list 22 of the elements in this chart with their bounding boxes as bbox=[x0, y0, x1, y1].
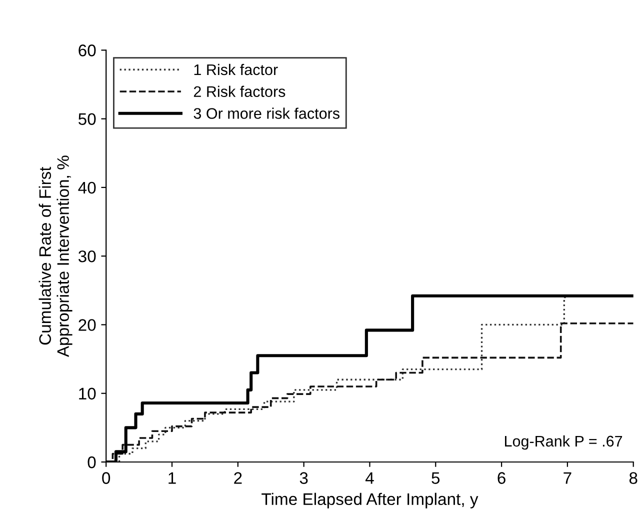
x-tick-label: 2 bbox=[234, 472, 242, 484]
x-tick-label: 4 bbox=[365, 472, 374, 484]
y-axis-title: Cumulative Rate of First Appropriate Intervention, % bbox=[38, 156, 72, 358]
legend-label: 1 Risk factor bbox=[194, 64, 278, 76]
x-tick-label: 1 bbox=[168, 472, 176, 484]
x-axis-title: Time Elapsed After Implant, y bbox=[262, 492, 478, 508]
annotation: Log-Rank P = .67 bbox=[505, 435, 622, 450]
legend-label: 3 Or more risk factors bbox=[194, 108, 340, 119]
legend-label: 2 Risk factors bbox=[194, 86, 286, 98]
x-tick-label: 7 bbox=[564, 472, 572, 484]
x-tick-label: 0 bbox=[102, 472, 110, 484]
y-tick-label: 20 bbox=[78, 319, 96, 331]
y-tick-label: 10 bbox=[79, 388, 96, 400]
x-tick-label: 8 bbox=[629, 472, 638, 484]
y-tick-label: 60 bbox=[78, 44, 96, 56]
y-tick-label: 40 bbox=[78, 182, 96, 194]
x-tick-label: 3 bbox=[300, 472, 308, 484]
y-tick-label: 0 bbox=[88, 456, 96, 468]
y-tick-label: 30 bbox=[78, 250, 96, 262]
x-tick-label: 6 bbox=[498, 472, 506, 484]
y-tick-label: 50 bbox=[78, 113, 96, 126]
x-tick-label: 5 bbox=[432, 472, 440, 484]
